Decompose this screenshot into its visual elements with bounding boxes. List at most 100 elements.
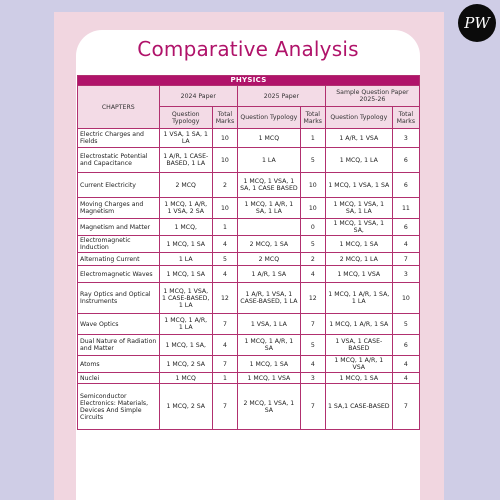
subject-band: PHYSICS [77, 75, 420, 86]
chapter-cell: Electromagnetic Induction [77, 235, 160, 253]
marks-sqp: 11 [391, 197, 421, 219]
marks-2025: 2 [299, 252, 326, 266]
table-row: Moving Charges and Magnetism 1 MCQ, 1 A/R… [77, 197, 421, 219]
marks-2025: 7 [299, 383, 326, 430]
typology-sqp: 1 A/R, 1 VSA [324, 128, 393, 148]
typology-2024: 1 MCQ, 1 SA, [158, 334, 213, 356]
typology-2025: 1 MCQ, 1 A/R, 1 SA, 1 LA [236, 197, 301, 219]
typology-sqp: 1 MCQ, 1 VSA, 1 SA, 1 LA [324, 197, 393, 219]
typology-2024: 1 MCQ, 2 SA [158, 383, 213, 430]
sub-header-marks: Total Marks [211, 106, 238, 129]
marks-2024: 10 [211, 197, 238, 219]
marks-sqp: 5 [391, 313, 421, 335]
table-row: Semiconductor Electronics: Materials, De… [77, 383, 421, 430]
marks-sqp: 6 [391, 147, 421, 173]
typology-2024: 1 VSA, 1 SA, 1 LA [158, 128, 213, 148]
marks-sqp: 7 [391, 383, 421, 430]
marks-sqp: 3 [391, 265, 421, 283]
marks-2025: 5 [299, 334, 326, 356]
sub-header-typology: Question Typology [158, 106, 213, 129]
chapter-cell: Electromagnetic Waves [77, 265, 160, 283]
logo-text: PW [464, 14, 490, 32]
marks-2024: 7 [211, 355, 238, 373]
typology-sqp: 1 MCQ, 1 VSA, 1 SA, [324, 218, 393, 236]
marks-sqp: 4 [391, 235, 421, 253]
typology-sqp: 1 MCQ, 1 VSA [324, 265, 393, 283]
comparison-table: PHYSICS CHAPTERS 2024 Paper 2025 Paper S… [77, 75, 421, 430]
marks-2024: 4 [211, 235, 238, 253]
marks-sqp: 10 [391, 282, 421, 314]
sub-header-typology: Question Typology [236, 106, 301, 129]
marks-2024: 7 [211, 383, 238, 430]
marks-2025: 10 [299, 197, 326, 219]
chapter-cell: Alternating Current [77, 252, 160, 266]
typology-2024: 1 LA [158, 252, 213, 266]
sub-header-row: Question Typology Total Marks Question T… [78, 106, 421, 129]
marks-2024: 2 [211, 172, 238, 198]
typology-sqp: 1 MCQ, 1 SA [324, 372, 393, 384]
chapter-cell: Moving Charges and Magnetism [77, 197, 160, 219]
typology-2024: 1 MCQ, 1 SA [158, 265, 213, 283]
typology-2025: 2 MCQ, 1 VSA, 1 SA [236, 383, 301, 430]
marks-sqp: 7 [391, 252, 421, 266]
group-header-row: CHAPTERS 2024 Paper 2025 Paper Sample Qu… [77, 85, 421, 129]
typology-2025: 1 A/R, 1 SA [236, 265, 301, 283]
pw-logo: PW [458, 4, 496, 42]
typology-2024: 2 MCQ [158, 172, 213, 198]
marks-sqp: 6 [391, 334, 421, 356]
typology-2025: 1 LA [236, 147, 301, 173]
typology-2024: 1 MCQ, 1 SA [158, 235, 213, 253]
table-row: Dual Nature of Radiation and Matter 1 MCQ… [77, 334, 421, 356]
marks-sqp: 6 [391, 218, 421, 236]
table-row: Nuclei 1 MCQ 1 1 MCQ, 1 VSA 3 1 MCQ, 1 SA 4 [77, 372, 421, 384]
typology-2025: 1 MCQ, 1 VSA, 1 SA, 1 CASE BASED [236, 172, 301, 198]
marks-2025: 5 [299, 235, 326, 253]
table-row: Ray Optics and Optical Instruments 1 MCQ,… [77, 282, 421, 314]
chapter-cell: Current Electricity [77, 172, 160, 198]
chapter-cell: Atoms [77, 355, 160, 373]
chapter-cell: Electric Charges and Fields [77, 128, 160, 148]
marks-2025: 12 [299, 282, 326, 314]
marks-2024: 4 [211, 334, 238, 356]
typology-2024: 1 MCQ, [158, 218, 213, 236]
chapters-header: CHAPTERS [77, 85, 160, 129]
chapter-cell: Electrostatic Potential and Capacitance [77, 147, 160, 173]
typology-2024: 1 A/R, 1 CASE-BASED, 1 LA [158, 147, 213, 173]
typology-2024: 1 MCQ, 1 A/R, 1 LA [158, 313, 213, 335]
chapter-cell: Wave Optics [77, 313, 160, 335]
marks-sqp: 4 [391, 372, 421, 384]
marks-2024: 4 [211, 265, 238, 283]
marks-2025: 7 [299, 313, 326, 335]
chapter-cell: Dual Nature of Radiation and Matter [77, 334, 160, 356]
marks-2025: 4 [299, 355, 326, 373]
marks-2025: 10 [299, 172, 326, 198]
marks-2024: 5 [211, 252, 238, 266]
marks-2025: 5 [299, 147, 326, 173]
table-row: Alternating Current 1 LA 5 2 MCQ 2 2 MCQ, 1 L… [77, 252, 421, 266]
typology-2024: 1 MCQ, 1 A/R, 1 VSA, 2 SA [158, 197, 213, 219]
sub-header-typology: Question Typology [324, 106, 393, 129]
typology-sqp: 1 MCQ, 1 VSA, 1 SA [324, 172, 393, 198]
table-row: Wave Optics 1 MCQ, 1 A/R, 1 LA 7 1 VSA, 1 L… [77, 313, 421, 335]
typology-sqp: 2 MCQ, 1 LA [324, 252, 393, 266]
typology-2025 [236, 218, 301, 236]
table-row: Electrostatic Potential and Capacitance 1… [77, 147, 421, 173]
group-header-2025: 2025 Paper [236, 85, 326, 107]
chapter-cell: Magnetism and Matter [77, 218, 160, 236]
marks-2025: 3 [299, 372, 326, 384]
marks-sqp: 3 [391, 128, 421, 148]
typology-2025: 1 VSA, 1 LA [236, 313, 301, 335]
marks-2024: 12 [211, 282, 238, 314]
chapter-cell: Nuclei [77, 372, 160, 384]
typology-sqp: 1 VSA, 1 CASE-BASED [324, 334, 393, 356]
marks-sqp: 4 [391, 355, 421, 373]
typology-2025: 1 MCQ, 1 SA [236, 355, 301, 373]
group-header-sqp: Sample Question Paper 2025-26 [324, 85, 421, 107]
typology-2024: 1 MCQ, 2 SA [158, 355, 213, 373]
group-header-2024: 2024 Paper [158, 85, 238, 107]
chapter-cell: Semiconductor Electronics: Materials, De… [77, 383, 160, 430]
typology-sqp: 1 MCQ, 1 LA [324, 147, 393, 173]
typology-2024: 1 MCQ [158, 372, 213, 384]
table-body: Electric Charges and Fields 1 VSA, 1 SA, … [77, 128, 421, 430]
marks-2024: 10 [211, 147, 238, 173]
